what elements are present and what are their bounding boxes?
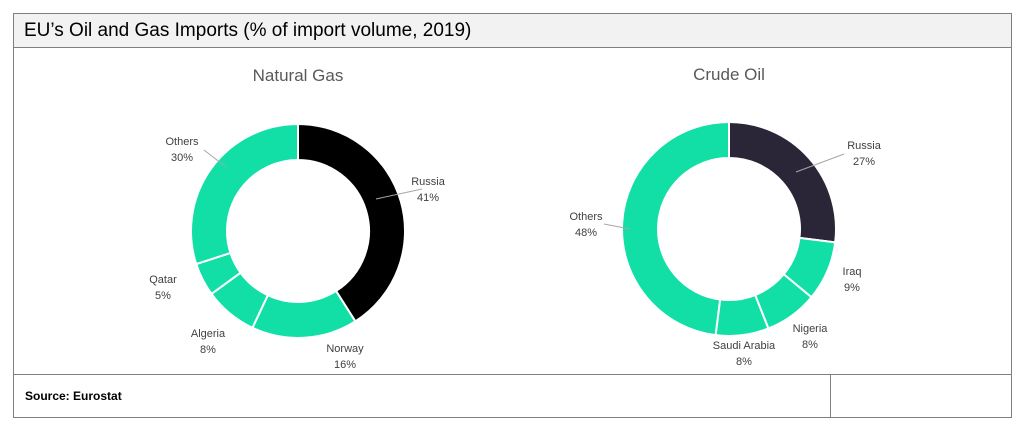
slice-label-algeria: Algeria xyxy=(191,328,226,340)
leader-line-others xyxy=(603,223,631,230)
title-bar: EU’s Oil and Gas Imports (% of import vo… xyxy=(14,14,1011,48)
leader-line-russia xyxy=(375,188,423,200)
chart-frame: EU’s Oil and Gas Imports (% of import vo… xyxy=(13,13,1012,418)
page-title: EU’s Oil and Gas Imports (% of import vo… xyxy=(24,20,472,41)
footer-bar: Source: Eurostat xyxy=(14,374,1011,418)
slice-label-saudi-arabia: Saudi Arabia xyxy=(713,340,776,352)
chart-title-crude-oil: Crude Oil xyxy=(693,65,765,84)
slice-others xyxy=(621,120,730,337)
leader-line-russia xyxy=(795,153,845,173)
slice-value-iraq: 9% xyxy=(844,282,860,294)
slice-russia xyxy=(728,120,837,244)
leader-line-others xyxy=(203,149,227,168)
crude-oil-labels: Russia 27% Iraq 9% Nigeria 8% Saudi Arabia 8% Ot… xyxy=(569,140,881,368)
slice-value-norway: 16% xyxy=(334,359,356,371)
slice-value-qatar: 5% xyxy=(155,290,171,302)
slice-norway xyxy=(251,289,357,339)
slice-russia xyxy=(297,122,406,323)
slice-label-nigeria: Nigeria xyxy=(793,323,829,335)
slice-label-others: Others xyxy=(569,211,603,223)
slice-label-others: Others xyxy=(165,136,199,148)
natural-gas-donut xyxy=(190,122,406,339)
slice-value-algeria: 8% xyxy=(200,344,216,356)
source-note: Source: Eurostat xyxy=(25,389,122,403)
chart-title-natural-gas: Natural Gas xyxy=(253,66,344,85)
slice-value-saudi-arabia: 8% xyxy=(736,356,752,368)
crude-oil-chart: Crude Oil Russia 27% Iraq 9% Nigeria 8% Saudi … xyxy=(569,65,881,368)
crude-oil-donut xyxy=(621,120,837,337)
natural-gas-chart: Natural Gas Russia 41% Norway 16% Algeria 8% Q… xyxy=(149,66,445,371)
slice-label-iraq: Iraq xyxy=(843,266,862,278)
slice-label-qatar: Qatar xyxy=(149,274,177,286)
slice-label-russia: Russia xyxy=(847,140,882,152)
slice-value-others: 30% xyxy=(171,152,193,164)
slice-label-russia: Russia xyxy=(411,176,446,188)
slice-value-nigeria: 8% xyxy=(802,339,818,351)
slice-others xyxy=(190,122,299,266)
slice-value-others: 48% xyxy=(575,227,597,239)
footer-divider xyxy=(830,375,831,418)
slice-label-norway: Norway xyxy=(326,343,364,355)
slice-value-russia: 27% xyxy=(853,156,875,168)
natural-gas-labels: Russia 41% Norway 16% Algeria 8% Qatar 5% Others… xyxy=(149,136,445,371)
slice-value-russia: 41% xyxy=(417,192,439,204)
